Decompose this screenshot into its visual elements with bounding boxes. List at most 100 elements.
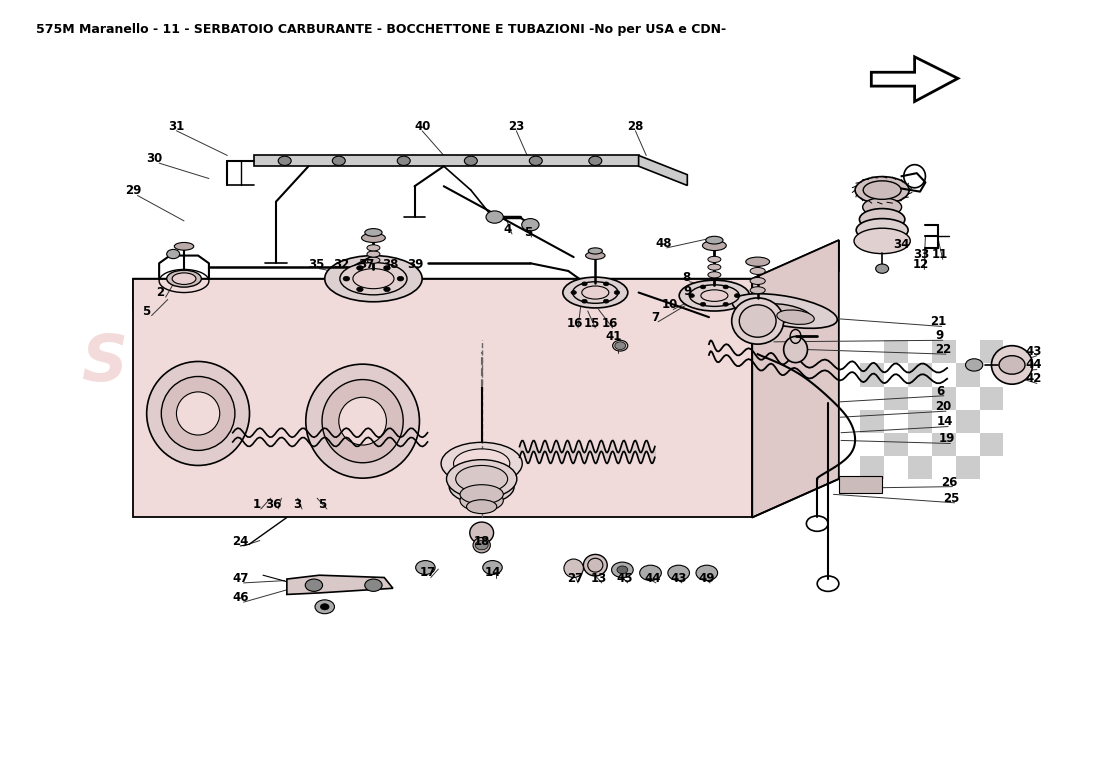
Polygon shape: [287, 575, 393, 594]
Ellipse shape: [604, 299, 608, 303]
Bar: [932, 410, 956, 433]
Ellipse shape: [723, 302, 728, 306]
Bar: [932, 456, 956, 479]
Text: 17: 17: [419, 567, 436, 580]
Text: 4: 4: [504, 223, 512, 236]
Ellipse shape: [449, 470, 514, 503]
Bar: [860, 433, 884, 456]
Bar: [884, 433, 909, 456]
Ellipse shape: [365, 229, 382, 237]
Ellipse shape: [397, 277, 404, 281]
Text: 33: 33: [913, 248, 930, 261]
Ellipse shape: [701, 302, 706, 306]
Ellipse shape: [588, 248, 603, 254]
Ellipse shape: [162, 376, 235, 451]
Ellipse shape: [464, 156, 477, 165]
Ellipse shape: [679, 280, 749, 311]
Text: 6: 6: [936, 385, 945, 397]
Ellipse shape: [320, 604, 329, 610]
Bar: [956, 433, 980, 456]
Ellipse shape: [339, 397, 386, 445]
Text: 18: 18: [473, 535, 490, 548]
Ellipse shape: [455, 465, 507, 492]
Bar: [860, 410, 884, 433]
Ellipse shape: [582, 299, 587, 303]
Bar: [909, 433, 932, 456]
Text: 28: 28: [627, 120, 644, 133]
Ellipse shape: [416, 560, 436, 574]
Ellipse shape: [735, 294, 740, 298]
Ellipse shape: [176, 392, 220, 435]
Ellipse shape: [604, 282, 608, 286]
Ellipse shape: [966, 359, 982, 371]
Text: 24: 24: [232, 535, 249, 548]
Ellipse shape: [453, 449, 509, 478]
Ellipse shape: [447, 460, 517, 498]
Ellipse shape: [999, 356, 1025, 374]
Ellipse shape: [690, 284, 739, 306]
Text: 29: 29: [125, 185, 141, 197]
Text: 5: 5: [142, 305, 151, 318]
Ellipse shape: [617, 566, 628, 574]
Ellipse shape: [563, 278, 628, 308]
Ellipse shape: [172, 273, 196, 284]
Polygon shape: [133, 279, 752, 517]
Ellipse shape: [356, 287, 363, 291]
Ellipse shape: [315, 600, 334, 614]
Ellipse shape: [306, 579, 322, 591]
Ellipse shape: [473, 537, 491, 553]
Ellipse shape: [278, 156, 292, 165]
Bar: [860, 386, 884, 410]
Ellipse shape: [367, 251, 380, 257]
Bar: [860, 456, 884, 479]
Ellipse shape: [613, 340, 628, 351]
Ellipse shape: [668, 565, 690, 581]
Ellipse shape: [701, 285, 706, 289]
Text: 5: 5: [318, 498, 327, 511]
Ellipse shape: [365, 579, 382, 591]
Text: 31: 31: [168, 120, 185, 133]
Text: 43: 43: [1025, 345, 1042, 358]
Polygon shape: [752, 240, 839, 517]
Text: 30: 30: [146, 152, 163, 165]
Text: 40: 40: [414, 120, 430, 133]
Text: 49: 49: [698, 572, 715, 585]
Text: 22: 22: [935, 343, 950, 356]
Bar: [932, 363, 956, 386]
Bar: [956, 410, 980, 433]
Ellipse shape: [475, 540, 488, 550]
Ellipse shape: [862, 198, 902, 216]
Ellipse shape: [706, 237, 723, 244]
Text: 35: 35: [308, 257, 324, 271]
Text: 2: 2: [156, 286, 164, 299]
Text: 44: 44: [1025, 359, 1042, 372]
Bar: [956, 456, 980, 479]
Bar: [956, 363, 980, 386]
Ellipse shape: [640, 565, 661, 581]
Text: 44: 44: [645, 572, 661, 585]
Ellipse shape: [564, 559, 583, 577]
Ellipse shape: [367, 257, 380, 264]
Text: 5: 5: [524, 226, 532, 239]
Ellipse shape: [322, 380, 404, 463]
Text: 25: 25: [943, 492, 959, 505]
Bar: [932, 386, 956, 410]
Ellipse shape: [583, 554, 607, 576]
Text: 45: 45: [616, 572, 632, 585]
Text: 23: 23: [508, 120, 525, 133]
Bar: [839, 476, 882, 493]
Ellipse shape: [750, 278, 766, 284]
Text: 7: 7: [651, 311, 659, 324]
Text: 21: 21: [931, 315, 946, 329]
Text: 1: 1: [253, 498, 261, 511]
Text: 43: 43: [671, 572, 686, 585]
Ellipse shape: [732, 298, 783, 344]
Ellipse shape: [384, 266, 390, 271]
Ellipse shape: [441, 442, 522, 485]
Bar: [884, 410, 909, 433]
Polygon shape: [871, 57, 958, 101]
Bar: [980, 386, 1003, 410]
Text: 27: 27: [566, 572, 583, 585]
Ellipse shape: [612, 562, 634, 577]
Text: 32: 32: [333, 257, 349, 271]
